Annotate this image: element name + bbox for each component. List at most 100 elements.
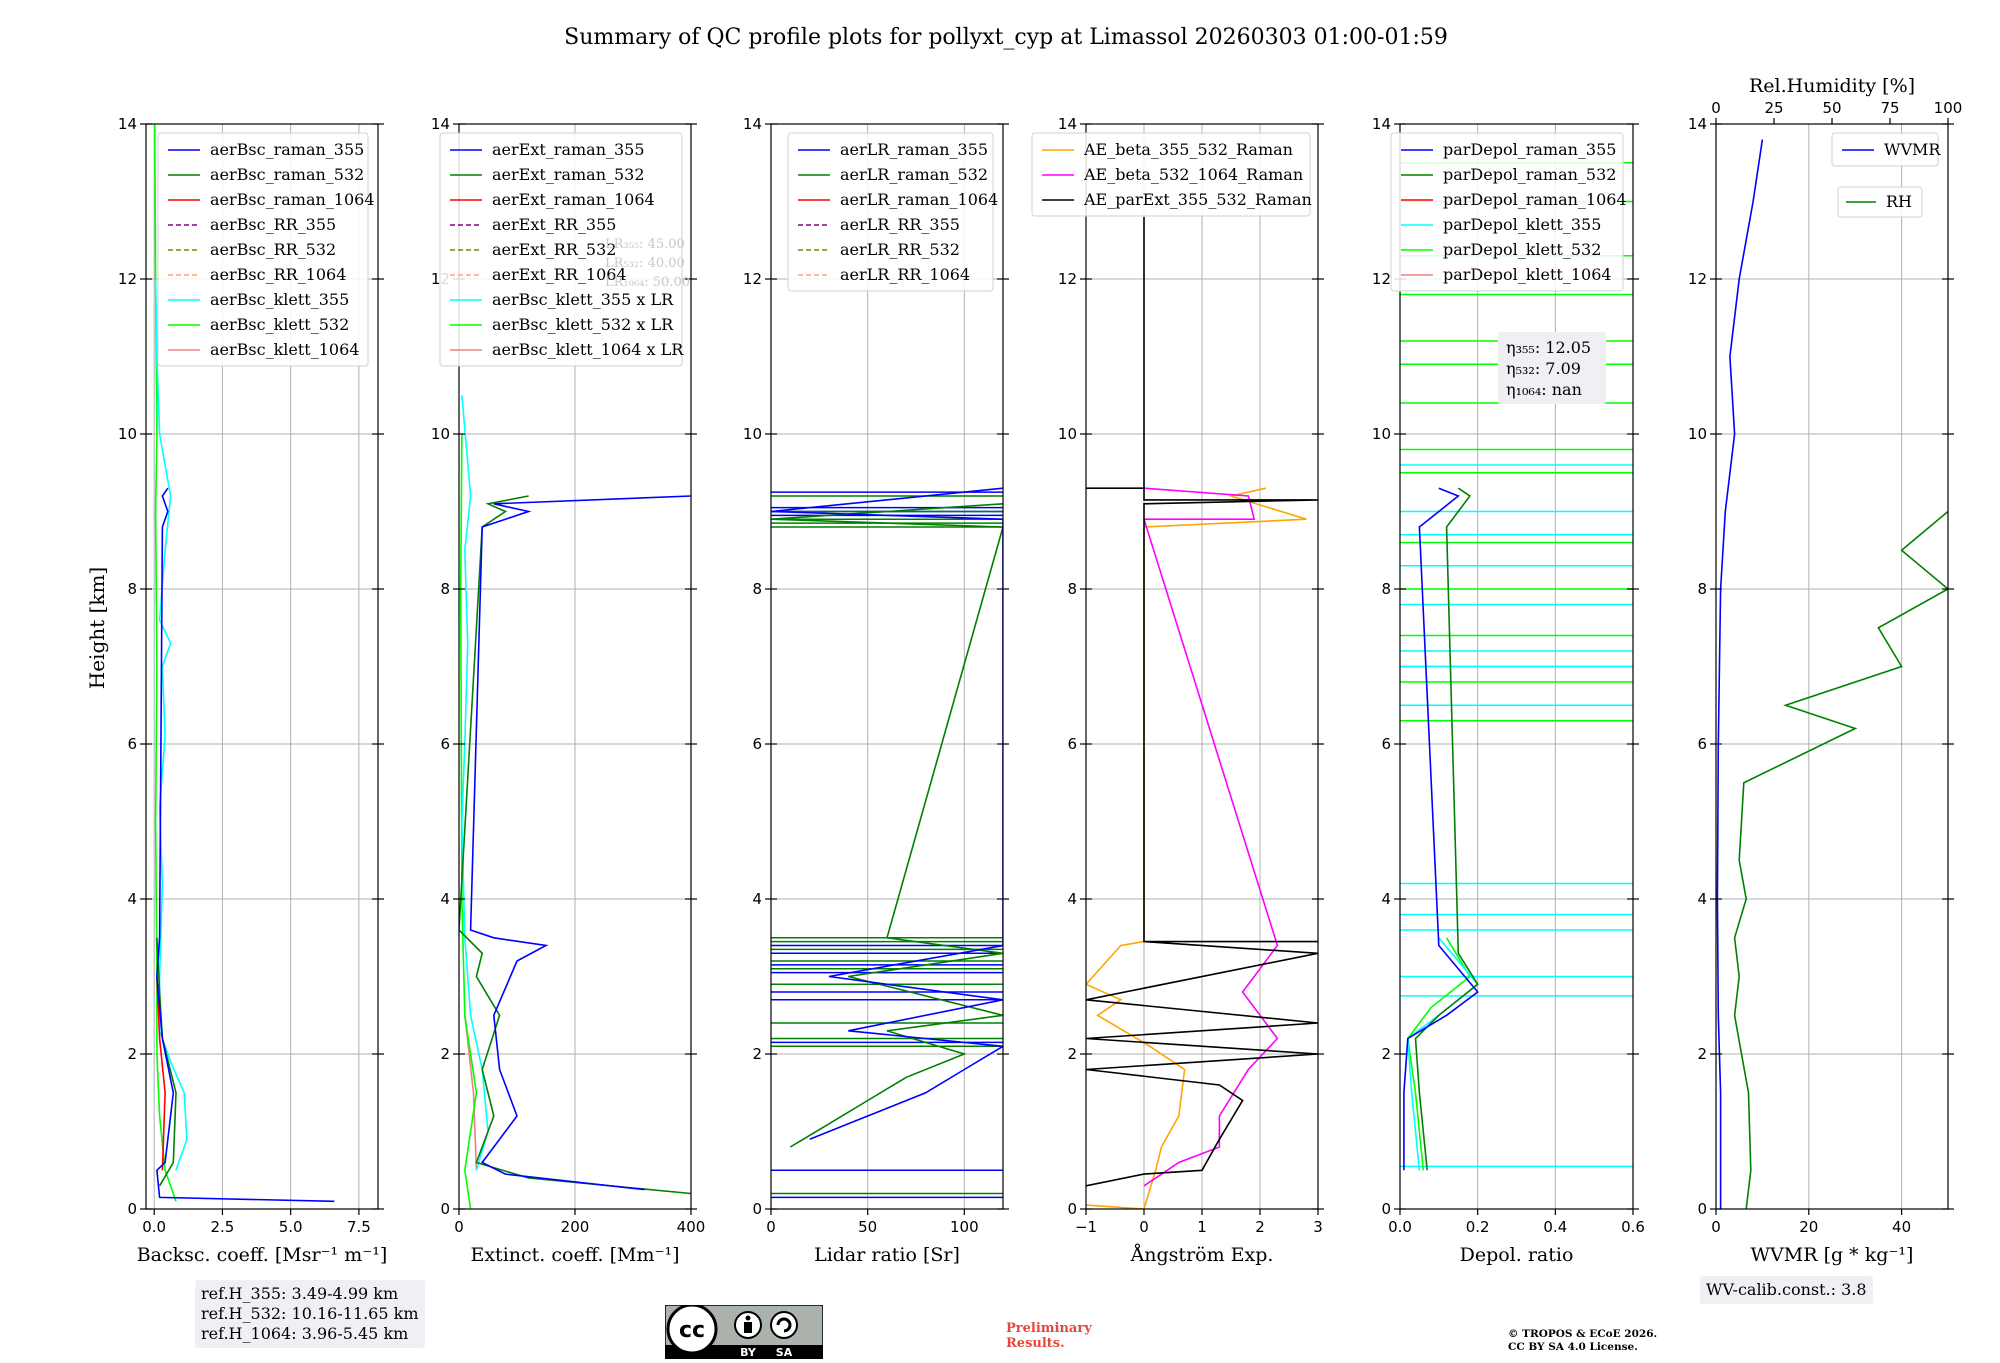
xtick-label: 0 xyxy=(766,1218,776,1236)
series-aerBsc_raman_355 xyxy=(156,487,335,1203)
ytick-label: 10 xyxy=(118,425,137,443)
legend-frame xyxy=(1390,132,1624,292)
xtick-label: 0.6 xyxy=(1621,1218,1645,1236)
series-aerExt_raman_355 xyxy=(469,495,691,1191)
plot-area-ext xyxy=(459,395,691,1209)
ytick-label: 0 xyxy=(1381,1200,1391,1218)
ytick-label: 6 xyxy=(752,735,762,753)
legend-label: aerExt_raman_532 xyxy=(492,165,645,184)
ytick-label: 10 xyxy=(1372,425,1391,443)
legend-bsc: aerBsc_raman_355 aerBsc_raman_532 aerBsc_r… xyxy=(157,132,375,367)
legend-label: aerBsc_klett_1064 x LR xyxy=(492,340,684,359)
preliminary-line-1: Preliminary xyxy=(1006,1321,1092,1336)
panel-ext: 024681012140200400Extinct. coeff. [Mm⁻¹]… xyxy=(431,115,705,1266)
top-xtick-label: 100 xyxy=(1934,99,1963,117)
legend-label: aerBsc_RR_355 xyxy=(210,215,336,234)
copyright-note: © TROPOS & ECoE 2026. CC BY SA 4.0 Licen… xyxy=(1508,1328,1657,1354)
axes-frame xyxy=(1399,123,1634,1210)
series-parDepol_raman_355 xyxy=(1403,487,1479,1171)
ytick-label: 4 xyxy=(752,890,762,908)
eta-value: η₃₅₅: 12.05 xyxy=(1506,338,1591,357)
ytick-label: 6 xyxy=(127,735,137,753)
top-xtick-label: 0 xyxy=(1711,99,1721,117)
ytick-label: 10 xyxy=(743,425,762,443)
ytick-label: 6 xyxy=(1697,735,1707,753)
x-axis-label: Depol. ratio xyxy=(1460,1244,1574,1266)
legend-label: aerLR_RR_1064 xyxy=(840,265,970,284)
ytick-label: 2 xyxy=(440,1045,450,1063)
series-parDepol_raman_532 xyxy=(1414,487,1479,1171)
series-RH xyxy=(1733,510,1948,1209)
ref-height-1064: ref.H_1064: 3.96-5.45 km xyxy=(201,1324,409,1343)
x-axis-label: WVMR [g * kg⁻¹] xyxy=(1751,1244,1914,1266)
y-axis-label: Height [km] xyxy=(85,567,109,689)
figure-title: Summary of QC profile plots for pollyxt_… xyxy=(564,25,1448,50)
x-axis-label: Backsc. coeff. [Msr⁻¹ m⁻¹] xyxy=(137,1244,388,1266)
ytick-label: 4 xyxy=(1381,890,1391,908)
top-x-axis-label: Rel.Humidity [%] xyxy=(1749,75,1915,97)
series-aerBsc_klett_355 xyxy=(154,278,188,1171)
xtick-label: 2 xyxy=(1255,1218,1265,1236)
legend-label: aerExt_raman_355 xyxy=(492,140,645,159)
wv-calibration-constant: WV-calib.const.: 3.8 xyxy=(1706,1280,1867,1299)
legend-label: aerBsc_klett_1064 xyxy=(210,340,359,359)
legend-label: parDepol_klett_532 xyxy=(1443,240,1601,259)
plot-area-ae xyxy=(1086,217,1318,1209)
ytick-label: 0 xyxy=(440,1200,450,1218)
ytick-label: 14 xyxy=(1058,115,1077,133)
plot-area-depol xyxy=(1400,162,1633,1171)
ytick-label: 4 xyxy=(440,890,450,908)
ytick-label: 14 xyxy=(743,115,762,133)
legend-label: aerBsc_klett_532 x LR xyxy=(492,315,674,334)
series-aerBsc_klett_355 x LR xyxy=(461,395,489,1171)
ytick-label: 8 xyxy=(752,580,762,598)
xtick-label: −1 xyxy=(1075,1218,1097,1236)
legend-label: aerLR_RR_532 xyxy=(840,240,960,259)
top-xtick-label: 75 xyxy=(1880,99,1899,117)
wv-calibration-box: WV-calib.const.: 3.8 xyxy=(1700,1276,1873,1304)
ytick-label: 6 xyxy=(1381,735,1391,753)
ytick-label: 14 xyxy=(1372,115,1391,133)
ytick-label: 6 xyxy=(440,735,450,753)
cc-by-label: BY xyxy=(740,1346,757,1359)
top-xtick-label: 50 xyxy=(1822,99,1841,117)
series-WVMR xyxy=(1716,139,1764,1209)
legend-label: parDepol_klett_1064 xyxy=(1443,265,1612,284)
legend-frame xyxy=(1031,132,1311,217)
series-AE_beta_532_1064_Raman xyxy=(1142,487,1279,1187)
xtick-label: 0.0 xyxy=(1388,1218,1412,1236)
series-aerLR_raman_532 xyxy=(771,503,1003,1148)
legend-label: parDepol_klett_355 xyxy=(1443,215,1601,234)
xtick-label: 1 xyxy=(1197,1218,1207,1236)
legend-label: aerLR_raman_1064 xyxy=(840,190,998,209)
legend-label: WVMR xyxy=(1884,140,1941,159)
xtick-label: 0 xyxy=(1139,1218,1149,1236)
legend-label: parDepol_raman_355 xyxy=(1443,140,1616,159)
ytick-label: 10 xyxy=(1688,425,1707,443)
ytick-label: 0 xyxy=(752,1200,762,1218)
xtick-label: 0 xyxy=(1711,1218,1721,1236)
ytick-label: 2 xyxy=(1067,1045,1077,1063)
legend-label: aerExt_RR_532 xyxy=(492,240,616,259)
xtick-label: 2.5 xyxy=(210,1218,234,1236)
legend-label: aerExt_RR_355 xyxy=(492,215,616,234)
xtick-label: 3 xyxy=(1313,1218,1323,1236)
eta-value: η₁₀₆₄: nan xyxy=(1506,380,1582,399)
series-aerBsc_raman_1064 xyxy=(156,976,166,1171)
legend-frame xyxy=(439,132,683,367)
xtick-label: 200 xyxy=(561,1218,590,1236)
xtick-label: 0 xyxy=(454,1218,464,1236)
ytick-label: 2 xyxy=(1381,1045,1391,1063)
legend-label: aerBsc_raman_532 xyxy=(210,165,364,184)
plot-area-bsc xyxy=(153,124,335,1203)
lr-note: LR₅₃₂: 40.00 xyxy=(605,256,685,271)
legend-ext: aerExt_raman_355 aerExt_raman_532 aerExt_r… xyxy=(439,132,684,367)
plot-area-wv xyxy=(1716,139,1948,1209)
legend-label: aerBsc_raman_355 xyxy=(210,140,364,159)
ytick-label: 12 xyxy=(118,270,137,288)
legend-label: aerBsc_raman_1064 xyxy=(210,190,375,209)
